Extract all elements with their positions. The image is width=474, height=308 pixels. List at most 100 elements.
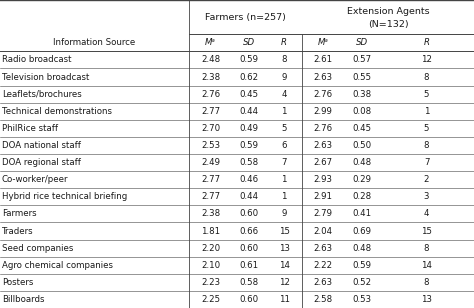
- Text: 2.93: 2.93: [314, 175, 333, 184]
- Text: 0.53: 0.53: [352, 295, 372, 304]
- Text: 2.48: 2.48: [201, 55, 220, 64]
- Text: 9: 9: [282, 209, 287, 218]
- Text: 0.38: 0.38: [352, 90, 372, 99]
- Text: 2.53: 2.53: [201, 141, 220, 150]
- Text: 2.76: 2.76: [314, 124, 333, 133]
- Text: Farmers (n=257): Farmers (n=257): [205, 13, 286, 22]
- Text: 15: 15: [279, 226, 290, 236]
- Text: Billboards: Billboards: [2, 295, 45, 304]
- Text: DOA regional staff: DOA regional staff: [2, 158, 81, 167]
- Text: 2.58: 2.58: [314, 295, 333, 304]
- Text: 14: 14: [279, 261, 290, 270]
- Text: 0.46: 0.46: [240, 175, 259, 184]
- Text: 6: 6: [282, 141, 287, 150]
- Text: 2.22: 2.22: [314, 261, 333, 270]
- Text: 2.38: 2.38: [201, 209, 220, 218]
- Text: 1: 1: [282, 175, 287, 184]
- Text: 0.59: 0.59: [352, 261, 372, 270]
- Text: 0.55: 0.55: [352, 72, 372, 82]
- Text: 2.38: 2.38: [201, 72, 220, 82]
- Text: 0.61: 0.61: [240, 261, 259, 270]
- Text: 2.10: 2.10: [201, 261, 220, 270]
- Text: 0.58: 0.58: [240, 158, 259, 167]
- Text: PhilRice staff: PhilRice staff: [2, 124, 58, 133]
- Text: Agro chemical companies: Agro chemical companies: [2, 261, 113, 270]
- Text: 4: 4: [282, 90, 287, 99]
- Text: 0.60: 0.60: [240, 244, 259, 253]
- Text: 0.59: 0.59: [240, 55, 259, 64]
- Text: 2.63: 2.63: [314, 72, 333, 82]
- Text: Technical demonstrations: Technical demonstrations: [2, 107, 112, 116]
- Text: 2.76: 2.76: [314, 90, 333, 99]
- Text: 2.79: 2.79: [314, 209, 333, 218]
- Text: 0.28: 0.28: [352, 192, 372, 201]
- Text: 0.52: 0.52: [352, 278, 372, 287]
- Text: 11: 11: [279, 295, 290, 304]
- Text: 2.77: 2.77: [201, 192, 220, 201]
- Text: SD: SD: [243, 38, 255, 47]
- Text: Hybrid rice technical briefing: Hybrid rice technical briefing: [2, 192, 127, 201]
- Text: 2.23: 2.23: [201, 278, 220, 287]
- Text: 0.08: 0.08: [352, 107, 372, 116]
- Text: 1: 1: [282, 107, 287, 116]
- Text: 8: 8: [424, 141, 429, 150]
- Text: SD: SD: [356, 38, 368, 47]
- Text: 2.61: 2.61: [314, 55, 333, 64]
- Text: 1.81: 1.81: [201, 226, 220, 236]
- Text: 2.49: 2.49: [201, 158, 220, 167]
- Text: 2.91: 2.91: [314, 192, 333, 201]
- Text: 13: 13: [421, 295, 432, 304]
- Text: 0.48: 0.48: [352, 158, 372, 167]
- Text: 0.50: 0.50: [352, 141, 372, 150]
- Text: 0.60: 0.60: [240, 209, 259, 218]
- Text: 0.59: 0.59: [240, 141, 259, 150]
- Text: 2.76: 2.76: [201, 90, 220, 99]
- Text: 12: 12: [421, 55, 432, 64]
- Text: 0.41: 0.41: [352, 209, 372, 218]
- Text: 14: 14: [421, 261, 432, 270]
- Text: 2: 2: [424, 175, 429, 184]
- Text: 0.44: 0.44: [240, 107, 259, 116]
- Text: 2.99: 2.99: [314, 107, 333, 116]
- Text: 2.04: 2.04: [314, 226, 333, 236]
- Text: 2.63: 2.63: [314, 141, 333, 150]
- Text: 2.67: 2.67: [314, 158, 333, 167]
- Text: 0.69: 0.69: [352, 226, 372, 236]
- Text: Leaflets/brochures: Leaflets/brochures: [2, 90, 82, 99]
- Text: Radio broadcast: Radio broadcast: [2, 55, 72, 64]
- Text: 5: 5: [424, 90, 429, 99]
- Text: Posters: Posters: [2, 278, 33, 287]
- Text: 8: 8: [424, 244, 429, 253]
- Text: 0.66: 0.66: [240, 226, 259, 236]
- Text: Co-worker/peer: Co-worker/peer: [2, 175, 68, 184]
- Text: Farmers: Farmers: [2, 209, 36, 218]
- Text: 3: 3: [424, 192, 429, 201]
- Text: Mᵃ: Mᵃ: [318, 38, 328, 47]
- Text: Information Source: Information Source: [53, 38, 136, 47]
- Text: 0.45: 0.45: [352, 124, 372, 133]
- Text: 2.63: 2.63: [314, 278, 333, 287]
- Text: 0.49: 0.49: [240, 124, 259, 133]
- Text: 0.57: 0.57: [352, 55, 372, 64]
- Text: 13: 13: [279, 244, 290, 253]
- Text: 0.60: 0.60: [240, 295, 259, 304]
- Text: 9: 9: [282, 72, 287, 82]
- Text: 1: 1: [424, 107, 429, 116]
- Text: 8: 8: [424, 72, 429, 82]
- Text: 0.48: 0.48: [352, 244, 372, 253]
- Text: 2.25: 2.25: [201, 295, 220, 304]
- Text: 0.45: 0.45: [240, 90, 259, 99]
- Text: R: R: [424, 38, 429, 47]
- Text: DOA national staff: DOA national staff: [2, 141, 81, 150]
- Text: (N=132): (N=132): [368, 20, 408, 29]
- Text: 15: 15: [421, 226, 432, 236]
- Text: Traders: Traders: [2, 226, 34, 236]
- Text: 0.44: 0.44: [240, 192, 259, 201]
- Text: 2.63: 2.63: [314, 244, 333, 253]
- Text: 7: 7: [282, 158, 287, 167]
- Text: 8: 8: [282, 55, 287, 64]
- Text: Seed companies: Seed companies: [2, 244, 73, 253]
- Text: Extension Agents: Extension Agents: [346, 7, 429, 16]
- Text: 2.70: 2.70: [201, 124, 220, 133]
- Text: Television broadcast: Television broadcast: [2, 72, 89, 82]
